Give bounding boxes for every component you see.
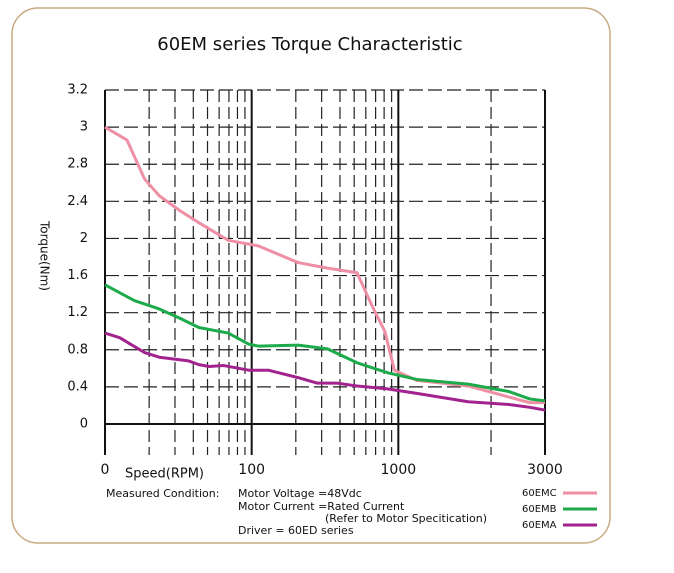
panel [11,7,611,544]
x-tick-label: 3000 [527,462,563,478]
legend-label: 60EMC [522,488,557,499]
y-tick-label: 3 [80,120,88,135]
series-line [104,331,546,412]
note: Driver = 60ED series [238,524,354,537]
y-tick-label: 0 [80,417,88,432]
y-tick-label: 1.2 [67,305,88,320]
note: Measured Condition: [106,487,219,500]
legend-label: 60EMB [522,504,557,515]
x-axis-label: Speed(RPM) [125,467,204,482]
x-tick-label: 100 [238,462,265,478]
y-tick-label: 3.2 [67,83,88,98]
legend-label: 60EMA [522,520,557,531]
note: (Refer to Motor Specitication) [325,512,487,525]
series-line [104,283,546,403]
y-tick-label: 2.4 [67,194,88,209]
series-line [104,125,545,405]
x-tick-label: 1000 [381,462,417,478]
chart-title: 60EM series Torque Characteristic [157,34,462,55]
y-tick-label: 1.6 [67,268,88,283]
note: Motor Voltage =48Vdc [238,487,362,500]
y-tick-label: 2.8 [67,157,88,172]
y-tick-label: 0.4 [67,379,88,394]
y-axis-label: Torque(Nm) [38,220,52,291]
y-tick-label: 2 [80,231,88,246]
x-tick-label: 0 [101,462,110,478]
y-tick-label: 0.8 [67,342,88,357]
note: Motor Current =Rated Current [238,500,405,513]
